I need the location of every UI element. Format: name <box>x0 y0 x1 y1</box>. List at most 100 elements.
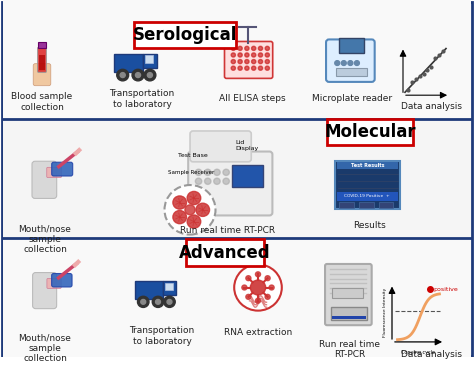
FancyBboxPatch shape <box>332 316 366 319</box>
Circle shape <box>238 60 242 64</box>
Circle shape <box>144 69 156 81</box>
FancyBboxPatch shape <box>47 167 62 177</box>
Text: Transportation
to laboratory: Transportation to laboratory <box>109 89 174 109</box>
Circle shape <box>141 300 146 304</box>
Circle shape <box>252 46 256 50</box>
FancyBboxPatch shape <box>39 55 45 70</box>
Text: Data analysis: Data analysis <box>401 350 463 359</box>
FancyBboxPatch shape <box>114 54 143 72</box>
FancyBboxPatch shape <box>190 131 251 162</box>
Circle shape <box>214 169 220 176</box>
FancyBboxPatch shape <box>164 283 173 290</box>
Text: Advanced: Advanced <box>179 244 271 262</box>
FancyBboxPatch shape <box>332 288 363 298</box>
Circle shape <box>242 285 247 290</box>
Bar <box>3 0 471 119</box>
FancyBboxPatch shape <box>52 162 73 176</box>
Point <box>412 77 419 82</box>
Circle shape <box>185 205 195 215</box>
FancyBboxPatch shape <box>38 42 46 48</box>
Text: Serological: Serological <box>133 26 237 44</box>
FancyBboxPatch shape <box>135 281 163 299</box>
Text: Fluorescence Intensity: Fluorescence Intensity <box>383 288 387 337</box>
Circle shape <box>252 53 256 57</box>
FancyBboxPatch shape <box>188 152 273 215</box>
FancyBboxPatch shape <box>52 273 72 287</box>
Circle shape <box>238 53 242 57</box>
Circle shape <box>265 53 269 57</box>
Circle shape <box>265 294 270 299</box>
Circle shape <box>164 296 175 307</box>
Circle shape <box>258 60 263 64</box>
Circle shape <box>152 296 164 307</box>
Bar <box>3 238 471 357</box>
Text: Run real time
RT-PCR: Run real time RT-PCR <box>319 340 381 360</box>
Text: Molecular: Molecular <box>324 123 416 141</box>
FancyBboxPatch shape <box>339 38 364 53</box>
Circle shape <box>231 60 236 64</box>
FancyBboxPatch shape <box>337 192 398 201</box>
Circle shape <box>265 46 269 50</box>
Point <box>420 71 428 77</box>
Circle shape <box>195 169 202 176</box>
Text: Blood sample
collection: Blood sample collection <box>11 92 73 112</box>
FancyBboxPatch shape <box>186 239 264 266</box>
Circle shape <box>250 280 265 295</box>
Point <box>428 64 435 70</box>
Circle shape <box>196 203 210 216</box>
Circle shape <box>355 61 359 66</box>
Circle shape <box>147 72 153 78</box>
Text: Copying cycle: Copying cycle <box>401 350 435 355</box>
Circle shape <box>245 60 249 64</box>
Circle shape <box>335 61 340 66</box>
Circle shape <box>245 66 249 70</box>
Circle shape <box>245 46 249 50</box>
Circle shape <box>265 276 270 281</box>
Text: Data analysis: Data analysis <box>401 102 463 111</box>
FancyBboxPatch shape <box>145 55 153 63</box>
FancyBboxPatch shape <box>325 264 372 325</box>
Text: Microplate reader: Microplate reader <box>312 94 392 103</box>
Circle shape <box>265 60 269 64</box>
Circle shape <box>238 66 242 70</box>
Point <box>439 47 447 53</box>
FancyBboxPatch shape <box>339 202 354 208</box>
Text: positive: positive <box>433 287 458 292</box>
Circle shape <box>132 69 144 81</box>
FancyBboxPatch shape <box>327 119 413 145</box>
Text: Test Results: Test Results <box>351 163 384 168</box>
Circle shape <box>265 66 269 70</box>
Point <box>404 87 412 93</box>
FancyBboxPatch shape <box>335 161 400 209</box>
FancyBboxPatch shape <box>331 307 367 320</box>
FancyBboxPatch shape <box>33 64 51 86</box>
Circle shape <box>117 69 128 81</box>
Circle shape <box>223 169 229 176</box>
Text: Mouth/nose
sample
collection: Mouth/nose sample collection <box>18 224 72 254</box>
Circle shape <box>223 178 229 184</box>
FancyBboxPatch shape <box>379 202 393 208</box>
Circle shape <box>255 298 261 303</box>
Point <box>408 79 416 85</box>
Circle shape <box>164 185 216 234</box>
Circle shape <box>155 300 161 304</box>
FancyBboxPatch shape <box>359 202 374 208</box>
Text: COVID-19 Positive  +: COVID-19 Positive + <box>345 194 390 198</box>
Circle shape <box>167 300 172 304</box>
Text: Transportation
to laboratory: Transportation to laboratory <box>129 326 195 346</box>
FancyBboxPatch shape <box>37 47 46 72</box>
Circle shape <box>231 53 236 57</box>
FancyBboxPatch shape <box>143 54 157 68</box>
Circle shape <box>205 178 211 184</box>
Text: Test Base: Test Base <box>178 153 208 158</box>
Circle shape <box>252 66 256 70</box>
Circle shape <box>252 60 256 64</box>
Text: Mouth/nose
sample
collection: Mouth/nose sample collection <box>18 333 72 363</box>
FancyBboxPatch shape <box>33 273 56 309</box>
FancyBboxPatch shape <box>163 281 176 296</box>
Circle shape <box>258 46 263 50</box>
Circle shape <box>231 66 236 70</box>
FancyBboxPatch shape <box>336 68 367 76</box>
Circle shape <box>246 294 251 299</box>
FancyBboxPatch shape <box>32 161 57 198</box>
